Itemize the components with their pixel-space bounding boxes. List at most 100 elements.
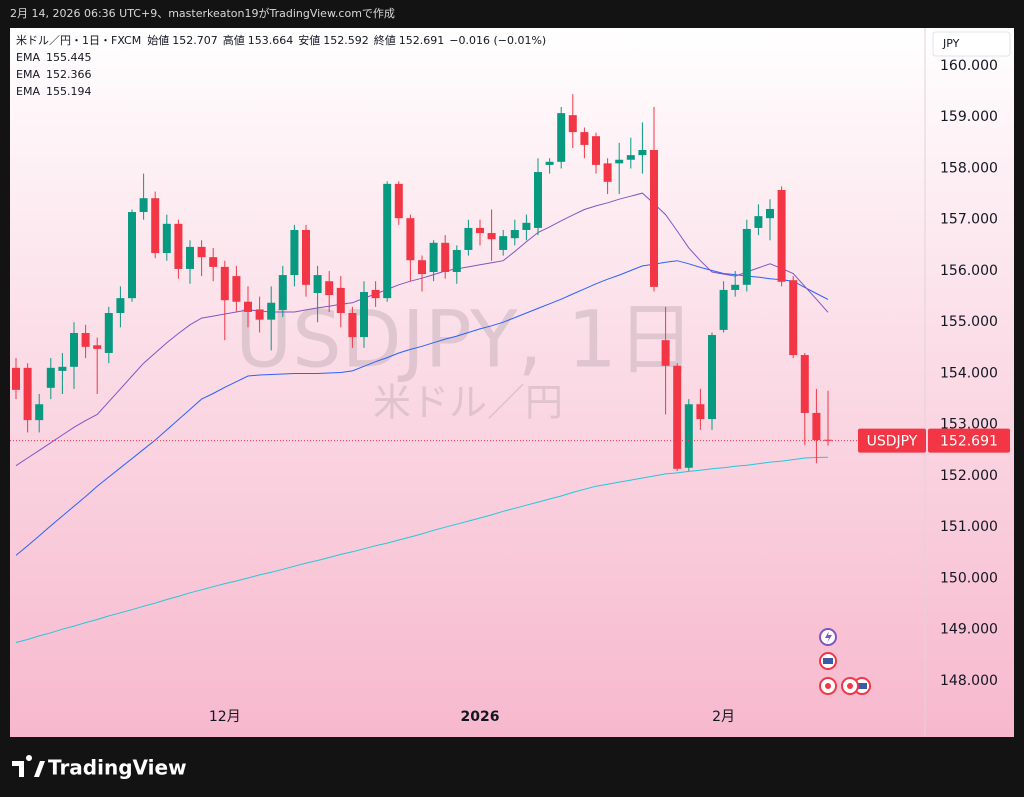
currency[interactable]: JPY <box>942 37 960 50</box>
candle-body <box>232 276 241 302</box>
candle-body <box>383 183 392 299</box>
logo: TradingView <box>12 755 187 780</box>
candle-body <box>174 223 183 269</box>
candle-body <box>464 227 473 250</box>
series-value: 155.194 <box>46 85 92 98</box>
candle-body <box>499 236 508 250</box>
y-tick-label: 148.000 <box>940 673 998 689</box>
candle-body <box>128 212 136 299</box>
candle-body <box>139 198 148 213</box>
candle-body <box>93 345 102 349</box>
y-tick-label: 154.000 <box>940 365 998 381</box>
candle-body <box>789 280 798 356</box>
candle-body <box>777 190 786 282</box>
currency-box[interactable] <box>932 31 1011 57</box>
icon <box>825 631 832 643</box>
candle-body <box>406 218 415 261</box>
candle-body <box>394 183 403 219</box>
icon <box>825 683 831 689</box>
candle-body <box>58 366 67 371</box>
icon <box>857 683 867 689</box>
series-name: EMA <box>16 68 40 81</box>
icon <box>847 683 853 689</box>
candle-body <box>255 309 264 320</box>
candle-body <box>12 367 20 390</box>
ema-line <box>15 260 829 556</box>
candle-body <box>580 132 589 145</box>
candle-body <box>244 301 252 312</box>
candle-body <box>812 412 821 441</box>
candle-body <box>510 229 519 239</box>
x-tick-label: 12月 <box>209 709 241 725</box>
candle-body <box>23 367 32 421</box>
candle-body <box>336 287 345 314</box>
candle-body <box>557 113 566 162</box>
candle-body <box>568 115 577 133</box>
candle-body <box>104 313 113 353</box>
legend-label: 安値 <box>298 33 320 47</box>
candle-body <box>650 150 658 287</box>
candle-body <box>441 242 450 273</box>
candle-body <box>429 242 438 273</box>
candle-body <box>81 332 90 347</box>
candle-body <box>766 208 774 219</box>
candle-body <box>545 161 554 165</box>
price-tag-value: 152.691 <box>940 434 998 450</box>
candle-body <box>197 246 206 258</box>
candle-body <box>592 136 600 165</box>
candle-body <box>684 404 693 468</box>
series-value: 152.366 <box>46 68 92 81</box>
candle-body <box>116 298 125 314</box>
candle-body <box>534 172 542 228</box>
candle-body <box>754 216 763 228</box>
candle-body <box>186 246 194 269</box>
caption: 2月 14, 2026 06:36 UTC+9、masterkeaton19がT… <box>10 6 395 20</box>
candle-body <box>742 228 751 285</box>
y-tick-label: 149.000 <box>940 622 998 638</box>
candle-body <box>360 291 368 338</box>
x-tick-label: 2月 <box>712 709 735 725</box>
y-tick-label: 151.000 <box>940 519 998 535</box>
logo-mark <box>12 755 45 777</box>
price-tag-box <box>928 428 1010 453</box>
candle-body <box>35 404 44 421</box>
legend-label: 終値 <box>374 33 396 47</box>
legend: 米ドル／円・1日・FXCM 始値 152.707 高値 153.664 安値 152.59… <box>16 33 546 98</box>
candle-body <box>673 365 682 469</box>
symbol: 米ドル／円・1日・FXCM <box>16 34 141 47</box>
candle-body <box>522 222 531 230</box>
legend-value: 152.592 <box>323 34 369 47</box>
legend-change: −0.016 (−0.01%) <box>449 34 546 47</box>
candle-body <box>162 223 171 254</box>
candle-body <box>348 313 357 338</box>
y-tick-label: 159.000 <box>940 109 998 125</box>
y-tick-label: 156.000 <box>940 263 998 279</box>
candle-body <box>661 340 670 366</box>
legend-label: 高値 <box>223 33 245 47</box>
candle-body <box>731 284 740 290</box>
event-icons <box>819 628 871 695</box>
candle-body <box>696 404 705 420</box>
candle-body <box>151 198 160 254</box>
legend-value: 152.707 <box>172 34 218 47</box>
candle-body <box>278 275 287 310</box>
candle-body <box>824 439 832 441</box>
candle-body <box>626 155 635 160</box>
series-name: EMA <box>16 85 40 98</box>
candle-body <box>209 257 218 267</box>
y-tick-label: 155.000 <box>940 314 998 330</box>
brand: TradingView <box>48 756 187 780</box>
candle-body <box>487 233 496 240</box>
candle-body <box>46 367 55 388</box>
y-tick-label: 160.000 <box>940 58 998 74</box>
y-tick-label: 157.000 <box>940 212 998 228</box>
candle-body <box>302 229 310 285</box>
candle-body <box>476 227 484 234</box>
candle-body <box>418 260 426 275</box>
legend-value: 152.691 <box>399 34 445 47</box>
candle-body <box>371 289 380 299</box>
candle-body <box>313 275 322 294</box>
y-tick-label: 158.000 <box>940 160 998 176</box>
candle-body <box>708 335 716 420</box>
